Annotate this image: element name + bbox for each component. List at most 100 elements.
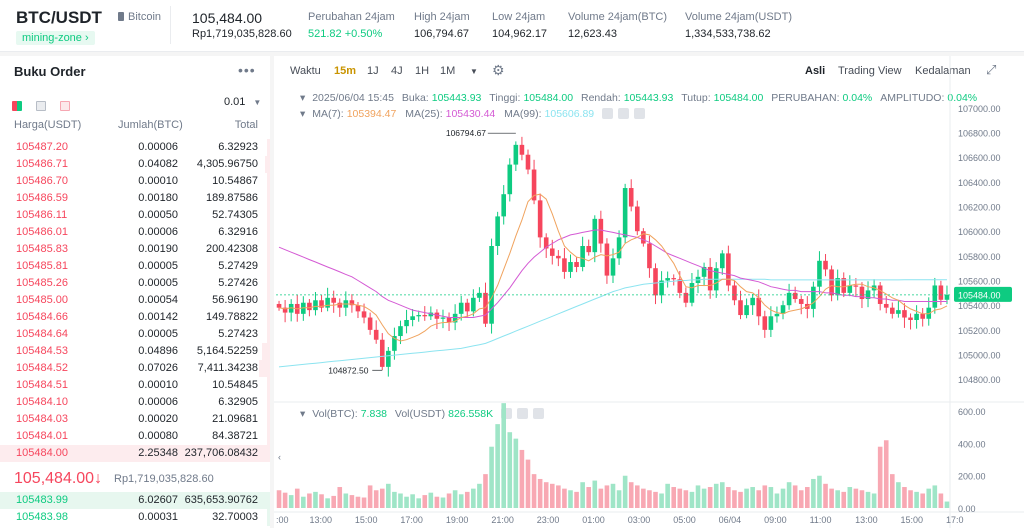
more-horizontal-icon[interactable]: ••• — [238, 62, 256, 78]
candle-body — [732, 285, 737, 301]
candle-body — [337, 302, 343, 308]
time-label[interactable]: Waktu — [290, 65, 321, 77]
time-tick-label: 17:00 — [400, 515, 423, 525]
price-chart[interactable]: 107000.00 106800.00 106600.00 106400.00 1062… — [274, 56, 1024, 528]
volume-bar — [859, 490, 865, 508]
volume-bar — [890, 474, 895, 508]
ask-row[interactable]: 105484.51 0.00010 10.54845 — [0, 377, 270, 394]
volume-bar — [744, 488, 749, 508]
ask-row[interactable]: 105486.70 0.00010 10.54867 — [0, 173, 270, 190]
ask-total: 84.38721 — [212, 430, 258, 442]
settings-icon[interactable] — [517, 408, 528, 419]
volume-bar — [519, 449, 525, 508]
candle-body — [483, 292, 488, 324]
candle-body — [616, 237, 622, 259]
candle-body — [513, 144, 519, 165]
ask-row[interactable]: 105486.71 0.04082 4,305.96750 — [0, 156, 270, 173]
mining-zone-tag[interactable]: mining-zone › — [16, 31, 95, 45]
volume-bar — [622, 475, 628, 508]
candle-body — [786, 292, 792, 306]
volume-bar — [908, 490, 913, 508]
time-tick-label: 05:00 — [673, 515, 696, 525]
ask-price: 105486.71 — [16, 158, 68, 170]
close-icon[interactable] — [533, 408, 544, 419]
ma99-label: MA(99): — [504, 108, 542, 120]
ask-row[interactable]: 105484.03 0.00020 21.09681 — [0, 411, 270, 428]
mode-asks-icon[interactable] — [60, 101, 70, 111]
volume-bar — [422, 495, 428, 508]
volume-bar — [829, 488, 834, 508]
candle-body — [774, 313, 780, 317]
fullscreen-icon[interactable]: ⤢ — [986, 62, 997, 77]
ask-total: 189.87586 — [206, 192, 258, 204]
ask-row[interactable]: 105484.00 2.25348 237,706.08432 — [0, 445, 270, 462]
scroll-left-icon: ‹ — [278, 452, 281, 462]
candle-body — [398, 326, 403, 337]
ask-row[interactable]: 105484.52 0.07026 7,411.34238 — [0, 360, 270, 377]
stat-high-value: 106,794.67 — [414, 28, 470, 40]
precision-select[interactable]: 0.01 ▼ — [224, 96, 261, 108]
collapse-caret-icon[interactable]: ▾ — [300, 108, 306, 120]
collapse-caret-icon[interactable]: ▾ — [300, 92, 306, 104]
pair-title[interactable]: BTC/USDT — [16, 8, 102, 27]
ask-row[interactable]: 105485.00 0.00054 56.96190 — [0, 292, 270, 309]
candle-body — [331, 297, 336, 303]
ask-row[interactable]: 105486.01 0.00006 6.32916 — [0, 224, 270, 241]
mid-price[interactable]: 105,484.00↓ — [14, 470, 102, 488]
ask-row[interactable]: 105485.81 0.00005 5.27429 — [0, 258, 270, 275]
mode-both-icon[interactable] — [12, 101, 22, 111]
vol-btc-label: Vol(BTC): — [312, 408, 358, 420]
mining-zone-label: mining-zone — [22, 32, 82, 44]
volume-bar — [732, 490, 737, 508]
candle-body — [568, 262, 573, 272]
candle-body — [507, 164, 513, 195]
ask-row[interactable]: 105484.10 0.00006 6.32905 — [0, 394, 270, 411]
volume-bar — [568, 490, 573, 508]
view-tradingview[interactable]: Trading View — [838, 65, 902, 77]
ask-price: 105486.59 — [16, 192, 68, 204]
volume-bar — [677, 488, 683, 508]
mode-bids-icon[interactable] — [36, 101, 46, 111]
ma99-line — [278, 278, 948, 368]
ask-price: 105484.10 — [16, 396, 68, 408]
candle-body — [817, 260, 822, 287]
caret-down-icon[interactable]: ▼ — [470, 67, 478, 76]
interval-15m[interactable]: 15m — [334, 65, 357, 77]
ask-total: 7,411.34238 — [197, 362, 258, 374]
ask-row[interactable]: 105484.01 0.00080 84.38721 — [0, 428, 270, 445]
ask-row[interactable]: 105487.20 0.00006 6.32923 — [0, 139, 270, 156]
interval-4j[interactable]: 4J — [391, 65, 403, 77]
collapse-caret-icon[interactable]: ▾ — [300, 408, 306, 420]
chart-panel: Waktu 15m 1J 4J 1H 1M ▼ ⚙ Asli Trading V… — [274, 56, 1024, 528]
view-original[interactable]: Asli — [805, 65, 826, 77]
coin-name[interactable]: Bitcoin — [118, 11, 161, 23]
interval-1j[interactable]: 1J — [367, 65, 379, 77]
time-tick-label: 01:00 — [582, 515, 605, 525]
ask-row[interactable]: 105486.11 0.00050 52.74305 — [0, 207, 270, 224]
gear-icon[interactable]: ⚙ — [492, 62, 505, 78]
interval-1m[interactable]: 1M — [440, 65, 456, 77]
legend-high-value: 105484.00 — [523, 92, 574, 104]
candle-body — [452, 313, 458, 323]
eye-icon[interactable] — [501, 408, 512, 419]
interval-1h[interactable]: 1H — [415, 65, 430, 77]
volume-bar — [446, 493, 452, 508]
candle-body — [780, 305, 786, 314]
view-depth[interactable]: Kedalaman — [915, 65, 971, 77]
bid-row[interactable]: 105483.98 0.00031 32.70003 — [0, 509, 270, 526]
ask-row[interactable]: 105485.83 0.00190 200.42308 — [0, 241, 270, 258]
ask-row[interactable]: 105486.59 0.00180 189.87586 — [0, 190, 270, 207]
ask-row[interactable]: 105485.26 0.00005 5.27426 — [0, 275, 270, 292]
ask-row[interactable]: 105484.66 0.00142 149.78822 — [0, 309, 270, 326]
time-tick-label: 13:00 — [309, 515, 332, 525]
settings-icon[interactable] — [618, 108, 630, 119]
ask-row[interactable]: 105484.64 0.00005 5.27423 — [0, 326, 270, 343]
ask-row[interactable]: 105484.53 0.04896 5,164.52259 — [0, 343, 270, 360]
ask-amount: 0.00010 — [138, 175, 178, 187]
eye-icon[interactable] — [602, 108, 614, 119]
volume-bar — [689, 491, 695, 508]
candle-body — [634, 206, 640, 232]
close-icon[interactable] — [634, 108, 646, 119]
bid-row[interactable]: 105483.99 6.02607 635,653.90762 — [0, 492, 270, 509]
candle-body — [896, 310, 901, 314]
